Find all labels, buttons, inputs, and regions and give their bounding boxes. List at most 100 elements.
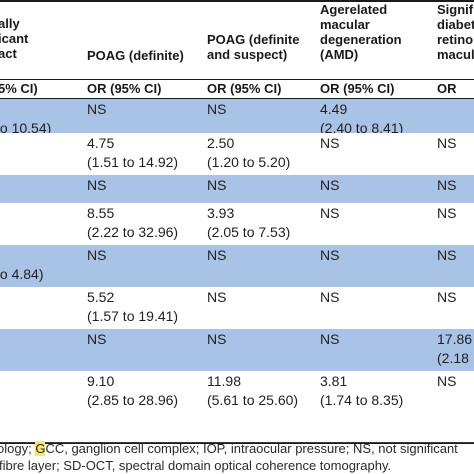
table-cell: NS xyxy=(207,100,226,138)
cell-line xyxy=(0,100,51,119)
header-rule xyxy=(0,79,474,80)
header-col4: Agerelated macular degeneration (AMD) xyxy=(320,2,402,62)
table-bottom-rule xyxy=(0,443,474,444)
header-col3-line: POAG (definite xyxy=(207,32,300,47)
cell-line: 9.10 xyxy=(87,373,115,389)
subheader-rule xyxy=(0,98,474,99)
cell-line: (2.22 to 32.96) xyxy=(87,224,179,240)
table-cell: NS xyxy=(320,134,339,172)
cell-line: NS xyxy=(437,247,457,263)
table-cell: NS xyxy=(320,330,339,368)
table-row: to 10.54) NS NS 4.49 (2.40 to 8.41) xyxy=(0,99,474,136)
table-row: 9.10 (2.85 to 28.96) 11.98 (5.61 to 25.60) 3… xyxy=(0,371,474,442)
cell-line: (2.05 to 7.53) xyxy=(207,224,291,240)
cell-line: NS xyxy=(320,177,340,193)
highlighted-text: G xyxy=(35,441,46,456)
header-col1-line: icant xyxy=(0,31,29,46)
header-col3-line: and suspect) xyxy=(207,47,288,62)
cell-line xyxy=(207,349,226,368)
table-cell: to 10.54) xyxy=(0,100,51,138)
cell-line: (1.74 to 8.35) xyxy=(320,392,404,408)
cell-line: 3.93 xyxy=(207,205,235,221)
table-cell: NS xyxy=(207,288,226,326)
table-top-rule xyxy=(0,0,474,2)
header-col4-line: degeneration xyxy=(320,32,402,47)
cell-line xyxy=(437,391,456,410)
cell-line: (2.40 to 8.41) xyxy=(320,120,404,136)
cell-line: NS xyxy=(207,177,227,193)
cell-line: NS xyxy=(207,101,227,117)
cell-line xyxy=(320,307,339,326)
table-cell: NS xyxy=(207,176,226,214)
header-col1-line: act xyxy=(0,46,17,61)
header-col5: Signif diabet retino macul xyxy=(437,2,474,62)
cell-line: NS xyxy=(437,177,457,193)
subheader-col3: OR (95% CI) xyxy=(207,81,282,96)
footnote-line-1: ology; GCC, ganglion cell complex; IOP, … xyxy=(0,441,458,457)
table-row: 5.52 (1.57 to 19.41) NS NS NS xyxy=(0,287,474,329)
table-cell: 8.55 (2.22 to 32.96) xyxy=(87,204,178,242)
cell-line: 8.55 xyxy=(87,205,115,221)
cell-line: (2.18 xyxy=(437,350,469,366)
footnote-text: CC, ganglion cell complex; IOP, intraocu… xyxy=(45,441,458,456)
table-cell: 11.98 (5.61 to 25.60) xyxy=(207,372,298,410)
table-cell: NS xyxy=(87,100,106,138)
cell-line: NS xyxy=(320,247,340,263)
table-cell: to 4.84) xyxy=(0,246,43,284)
header-col5-line: diabet xyxy=(437,17,474,32)
table-cell: NS xyxy=(437,246,456,284)
header-col2: POAG (definite) xyxy=(87,48,184,63)
header-col4-line: (AMD) xyxy=(320,47,359,62)
cell-line xyxy=(87,265,106,284)
header-col5-line: Signif xyxy=(437,2,474,17)
header-col1: ally icant act xyxy=(0,16,28,61)
header-col5-line: macul xyxy=(437,47,474,62)
cell-line xyxy=(0,246,43,265)
table-cell: NS xyxy=(207,330,226,368)
cell-line xyxy=(320,223,339,242)
cell-line: 2.50 xyxy=(207,135,235,151)
header-col4-line: macular xyxy=(320,17,370,32)
footnote-text: ology; xyxy=(0,441,36,456)
table-cell: 17.86 (2.18 xyxy=(437,330,472,368)
cell-line: (2.85 to 28.96) xyxy=(87,392,179,408)
table-cell: 4.75 (1.51 to 14.92) xyxy=(87,134,178,172)
subheader-col1: 5% CI) xyxy=(0,81,38,96)
cell-line: NS xyxy=(207,331,227,347)
table-cell: NS xyxy=(87,176,106,214)
header-col4-line: Agerelated xyxy=(320,2,388,17)
cell-line: 11.98 xyxy=(207,373,241,389)
table-cell: 4.49 (2.40 to 8.41) xyxy=(320,100,403,138)
cell-line: NS xyxy=(437,289,457,305)
table-cell: NS xyxy=(320,246,339,284)
cell-line xyxy=(437,307,456,326)
table-cell: 3.81 (1.74 to 8.35) xyxy=(320,372,403,410)
cell-line xyxy=(320,265,339,284)
cell-line: (5.61 to 25.60) xyxy=(207,392,299,408)
table-cell: NS xyxy=(437,372,456,410)
cell-line: NS xyxy=(87,331,107,347)
table-cell: NS xyxy=(437,176,456,214)
cell-line xyxy=(87,349,106,368)
cell-line: NS xyxy=(207,289,227,305)
cell-line xyxy=(320,349,339,368)
cell-line: 3.81 xyxy=(320,373,348,389)
cell-line: 4.75 xyxy=(87,135,115,151)
table-cell: NS xyxy=(320,288,339,326)
cell-line xyxy=(207,307,226,326)
cell-line xyxy=(437,265,456,284)
table-cell: NS xyxy=(437,288,456,326)
table-cell: 3.93 (2.05 to 7.53) xyxy=(207,204,290,242)
cell-line xyxy=(320,153,339,172)
footnote-line-2: fibre layer; SD-OCT, spectral domain opt… xyxy=(0,458,392,473)
cell-line: NS xyxy=(437,135,457,151)
cell-line xyxy=(437,153,456,172)
table-cell: NS xyxy=(87,330,106,368)
table-row: NS NS NS 17.86 (2.18 xyxy=(0,329,474,371)
cell-line: NS xyxy=(437,205,457,221)
cell-line xyxy=(207,265,226,284)
header-col1-line: ally xyxy=(0,16,20,31)
cell-line: NS xyxy=(320,205,340,221)
table-cell: NS xyxy=(320,204,339,242)
cell-line: NS xyxy=(320,289,340,305)
